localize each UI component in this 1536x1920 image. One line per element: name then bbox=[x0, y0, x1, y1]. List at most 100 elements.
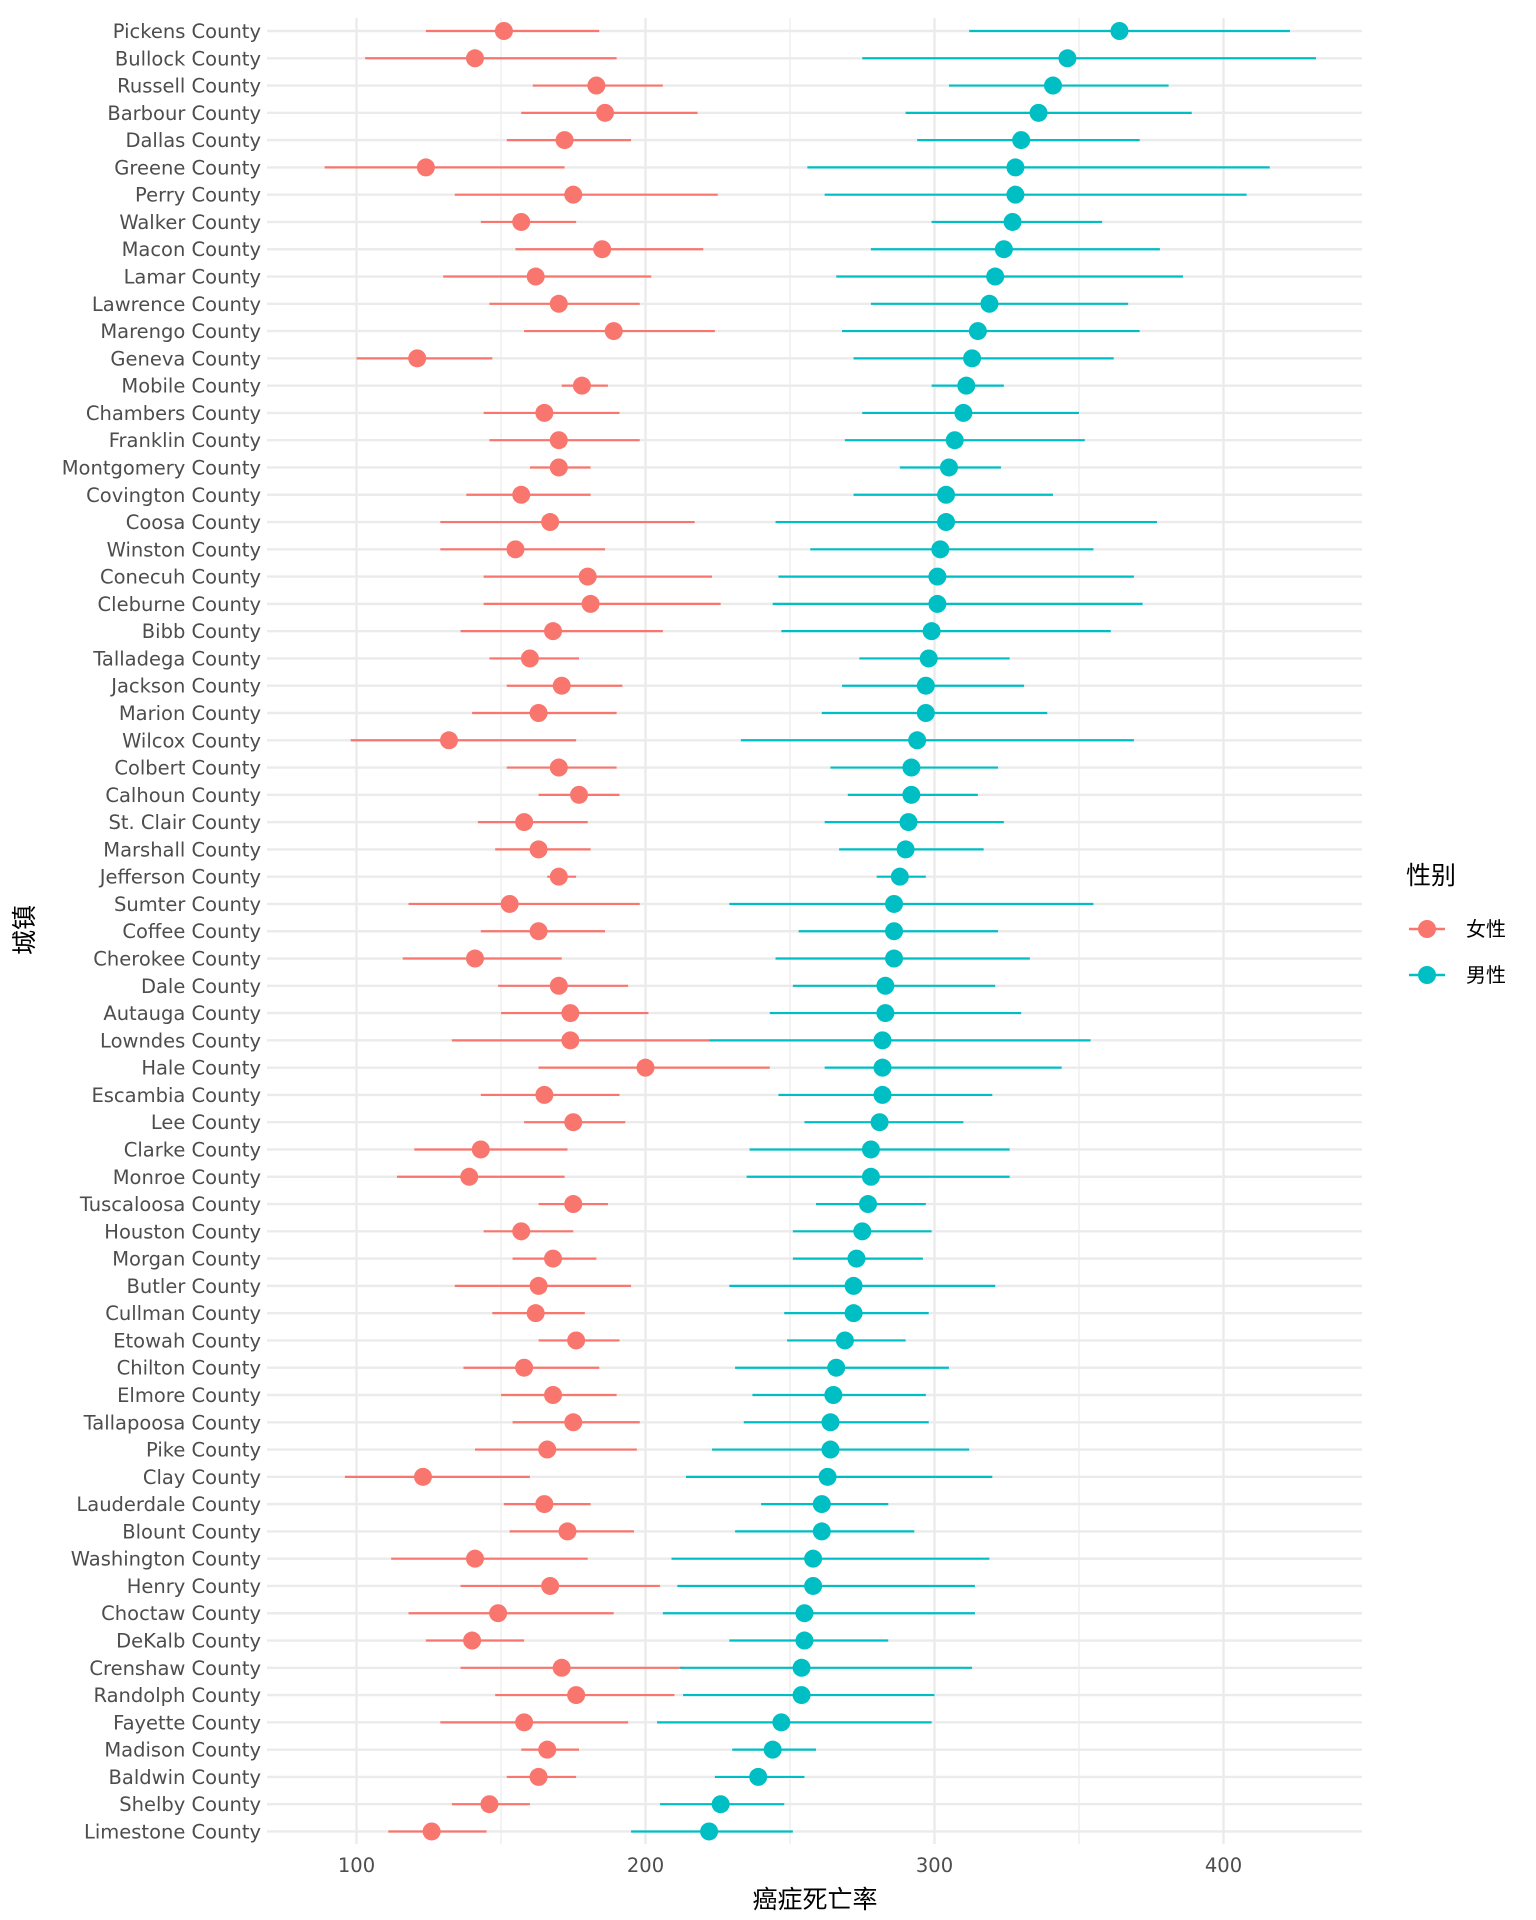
data-point bbox=[916, 704, 935, 722]
data-point bbox=[526, 1304, 545, 1323]
x-tick-label: 300 bbox=[916, 1854, 953, 1877]
data-point bbox=[578, 567, 597, 586]
data-point bbox=[928, 567, 947, 586]
data-point bbox=[544, 1386, 563, 1404]
data-point bbox=[555, 131, 574, 150]
y-tick-label: Houston County bbox=[104, 1220, 261, 1243]
data-point bbox=[812, 1495, 831, 1514]
legend-label: 女性 bbox=[1466, 917, 1506, 941]
data-point bbox=[939, 458, 958, 477]
data-point bbox=[552, 1658, 571, 1677]
y-tick-label: Elmore County bbox=[117, 1384, 261, 1407]
legend-entry: 男性 bbox=[1409, 963, 1506, 987]
y-tick-label: Blount County bbox=[122, 1520, 261, 1543]
data-point bbox=[535, 403, 554, 422]
y-tick-label: Tallapoosa County bbox=[83, 1411, 261, 1434]
y-tick-label: Baldwin County bbox=[109, 1766, 262, 1789]
data-point bbox=[535, 1085, 554, 1104]
data-point bbox=[937, 513, 956, 532]
data-point bbox=[827, 1358, 846, 1377]
data-point bbox=[885, 949, 904, 968]
data-point bbox=[1003, 212, 1022, 231]
data-point bbox=[408, 349, 427, 368]
data-point bbox=[1006, 158, 1025, 177]
data-point bbox=[561, 1031, 580, 1050]
y-tick-label: Madison County bbox=[104, 1739, 261, 1762]
data-point bbox=[529, 704, 548, 722]
data-point bbox=[986, 267, 1005, 286]
data-point bbox=[937, 485, 956, 504]
data-point bbox=[506, 540, 525, 559]
x-tick-labels: 100 200 300 400 bbox=[338, 1854, 1242, 1877]
data-point bbox=[538, 1440, 557, 1459]
data-point bbox=[529, 840, 548, 859]
y-tick-label: Morgan County bbox=[112, 1248, 261, 1271]
y-tick-label: Washington County bbox=[71, 1548, 261, 1571]
data-point bbox=[844, 1276, 863, 1295]
data-point bbox=[416, 158, 435, 177]
data-point bbox=[567, 1331, 586, 1350]
y-tick-label: Fayette County bbox=[113, 1711, 261, 1734]
data-point bbox=[489, 1604, 508, 1623]
y-tick-label: Marion County bbox=[119, 702, 261, 725]
data-point bbox=[604, 322, 623, 341]
y-tick-label: St. Clair County bbox=[109, 811, 262, 834]
y-tick-label: Coosa County bbox=[126, 511, 261, 534]
y-tick-label: Walker County bbox=[119, 211, 261, 234]
y-tick-label: Lamar County bbox=[124, 266, 261, 289]
data-point bbox=[465, 1549, 484, 1568]
data-point bbox=[873, 1058, 892, 1077]
y-tick-label: Calhoun County bbox=[105, 784, 261, 807]
data-point bbox=[552, 676, 571, 695]
y-tick-label: Coffee County bbox=[122, 920, 261, 943]
y-axis-title: 城镇 bbox=[10, 905, 39, 955]
y-tick-label: Monroe County bbox=[113, 1166, 261, 1189]
y-tick-label: Russell County bbox=[117, 75, 261, 98]
data-point bbox=[1012, 131, 1031, 150]
data-point bbox=[544, 622, 563, 641]
data-point bbox=[564, 1413, 583, 1432]
data-point bbox=[471, 1140, 490, 1159]
y-tick-label: Montgomery County bbox=[62, 456, 261, 479]
y-tick-label: Limestone County bbox=[84, 1820, 261, 1843]
data-point bbox=[968, 322, 987, 341]
data-point bbox=[549, 431, 568, 450]
data-point bbox=[558, 1522, 577, 1541]
y-tick-label: Escambia County bbox=[91, 1084, 261, 1107]
data-point bbox=[861, 1140, 880, 1159]
data-point bbox=[564, 1195, 583, 1214]
y-tick-label: Geneva County bbox=[110, 347, 261, 370]
y-tick-label: Pickens County bbox=[113, 20, 261, 43]
y-tick-label: Conecuh County bbox=[100, 566, 261, 589]
data-point bbox=[835, 1331, 854, 1350]
data-point bbox=[465, 49, 484, 68]
y-tick-label: Lee County bbox=[151, 1111, 261, 1134]
data-point bbox=[876, 1004, 895, 1023]
data-point bbox=[460, 1167, 479, 1186]
y-tick-label: Cullman County bbox=[105, 1302, 261, 1325]
y-tick-label: Marengo County bbox=[100, 320, 261, 343]
data-point bbox=[500, 894, 519, 913]
data-point bbox=[824, 1386, 843, 1404]
data-point bbox=[636, 1058, 655, 1077]
data-point bbox=[821, 1413, 840, 1432]
data-point bbox=[804, 1576, 823, 1595]
y-tick-label: Lawrence County bbox=[92, 293, 261, 316]
data-point bbox=[919, 649, 938, 668]
data-point bbox=[529, 1767, 548, 1786]
y-tick-label: Autauga County bbox=[103, 1002, 261, 1025]
legend-label: 男性 bbox=[1466, 963, 1506, 987]
data-point bbox=[544, 1249, 563, 1268]
y-tick-label: Bibb County bbox=[142, 620, 261, 643]
data-point bbox=[515, 813, 534, 832]
data-point bbox=[861, 1167, 880, 1186]
data-point bbox=[515, 1358, 534, 1377]
y-tick-label: Jefferson County bbox=[98, 866, 261, 889]
y-tick-label: Clarke County bbox=[124, 1138, 261, 1161]
data-point bbox=[749, 1767, 768, 1786]
x-tick-label: 100 bbox=[338, 1854, 375, 1877]
data-point bbox=[931, 540, 950, 559]
data-point bbox=[890, 867, 909, 886]
legend-entry: 女性 bbox=[1409, 917, 1506, 941]
